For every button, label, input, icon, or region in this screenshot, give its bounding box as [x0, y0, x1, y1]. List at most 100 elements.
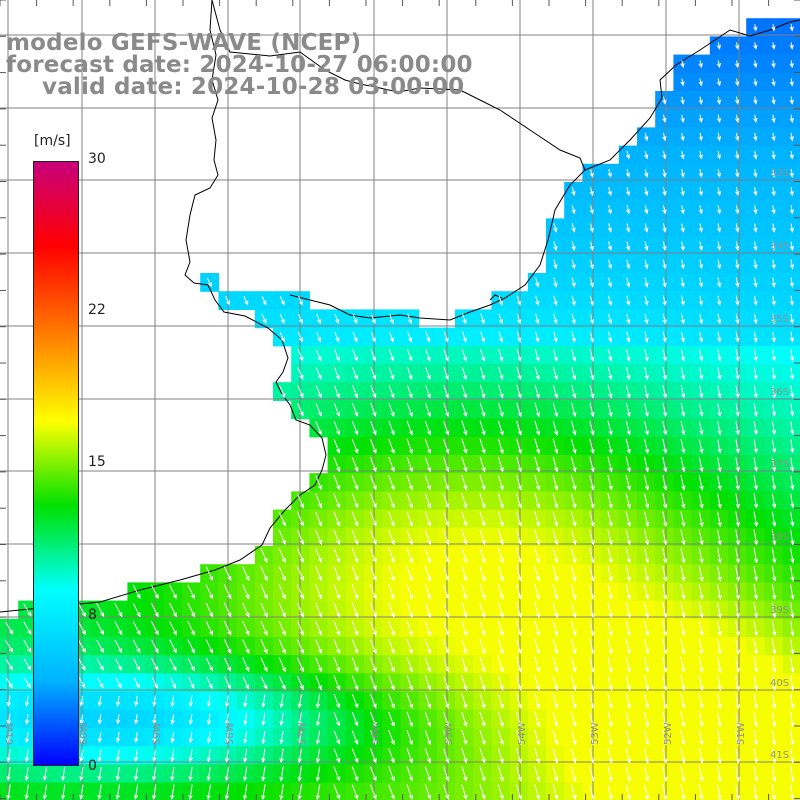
- wind-arrow-head: [26, 665, 32, 671]
- wind-arrow-shaft: [406, 529, 413, 545]
- wind-arrow-head: [463, 722, 468, 728]
- wind-arrow-head: [390, 667, 395, 673]
- wind-arrow: [680, 114, 685, 123]
- wind-arrow: [333, 385, 340, 399]
- wind-arrow: [753, 367, 758, 381]
- wind-arrow-head: [335, 337, 340, 343]
- wind-arrow-head: [681, 485, 686, 491]
- wind-arrow-head: [753, 282, 758, 288]
- wind-arrow-head: [753, 448, 758, 454]
- wind-arrow-shaft: [443, 620, 449, 636]
- wind-arrow-head: [297, 758, 302, 764]
- wind-arrow: [589, 295, 594, 306]
- wind-arrow: [753, 457, 759, 472]
- wind-arrow-shaft: [552, 547, 558, 563]
- wind-arrow-shaft: [296, 548, 304, 563]
- wind-arrow: [516, 766, 522, 782]
- wind-arrow-head: [172, 612, 177, 618]
- wind-arrow-shaft: [461, 657, 467, 672]
- wind-arrow: [443, 493, 450, 509]
- wind-arrow-head: [517, 356, 522, 362]
- wind-arrow-shaft: [388, 367, 394, 380]
- wind-arrow: [461, 493, 468, 509]
- wind-arrow-head: [372, 503, 377, 509]
- wind-arrow: [388, 766, 395, 782]
- wind-arrow-shaft: [552, 529, 558, 545]
- wind-arrow: [223, 620, 232, 636]
- wind-arrow: [589, 675, 595, 691]
- wind-arrow: [225, 295, 230, 306]
- wind-arrow-head: [554, 430, 559, 436]
- wind-arrow-head: [281, 521, 286, 527]
- wind-arrow: [187, 676, 195, 689]
- wind-arrow-head: [81, 648, 86, 653]
- wind-arrow: [589, 420, 595, 436]
- wind-arrow: [115, 695, 121, 707]
- wind-arrow: [735, 187, 740, 197]
- wind-arrow-head: [680, 81, 685, 87]
- wind-arrow-head: [626, 558, 631, 564]
- wind-arrow-head: [698, 209, 703, 215]
- wind-arrow: [570, 602, 577, 618]
- wind-arrow-shaft: [790, 547, 794, 563]
- wind-arrow-shaft: [351, 584, 359, 599]
- wind-arrow: [753, 529, 759, 546]
- wind-arrow: [680, 547, 686, 564]
- wind-arrow-shaft: [771, 529, 776, 545]
- wind-arrow-shaft: [772, 150, 775, 159]
- wind-arrow-head: [571, 190, 576, 197]
- wind-arrow-head: [753, 374, 758, 381]
- wind-arrow-head: [698, 319, 704, 325]
- wind-arrow: [625, 187, 631, 197]
- wind-arrow: [698, 259, 704, 270]
- wind-arrow: [644, 438, 650, 455]
- wind-arrow-shaft: [589, 402, 594, 417]
- wind-arrow: [753, 277, 758, 288]
- wind-arrow-shaft: [626, 187, 630, 196]
- wind-arrow-shaft: [534, 402, 540, 417]
- wind-arrow-head: [571, 356, 577, 362]
- wind-arrow-shaft: [351, 493, 359, 508]
- wind-arrow-shaft: [516, 402, 522, 417]
- wind-arrow-head: [644, 485, 650, 491]
- wind-arrow-head: [717, 758, 722, 764]
- wind-arrow-head: [389, 337, 394, 343]
- wind-arrow-head: [753, 172, 758, 178]
- wind-arrow-shaft: [132, 584, 141, 599]
- wind-arrow-head: [608, 649, 613, 655]
- wind-arrow-shaft: [662, 729, 667, 745]
- wind-arrow-head: [734, 136, 740, 142]
- wind-arrow: [23, 621, 32, 635]
- wind-arrow-head: [735, 319, 740, 325]
- wind-arrow-shaft: [298, 730, 302, 744]
- wind-arrow: [351, 529, 359, 545]
- wind-arrow: [315, 639, 323, 655]
- wind-arrow: [315, 511, 323, 527]
- wind-arrow-head: [354, 576, 359, 582]
- wind-arrow: [205, 639, 213, 654]
- wind-arrow-shaft: [406, 493, 413, 508]
- wind-arrow-head: [626, 485, 631, 491]
- wind-arrow-head: [188, 776, 193, 782]
- wind-arrow-shaft: [717, 277, 721, 287]
- wind-arrow-head: [644, 776, 650, 782]
- wind-arrow-head: [372, 667, 377, 673]
- wind-arrow-head: [335, 319, 340, 325]
- wind-arrow-shaft: [406, 511, 413, 526]
- wind-arrow-head: [753, 393, 758, 399]
- wind-arrow-head: [753, 558, 759, 564]
- wind-arrow-head: [480, 337, 485, 343]
- wind-arrow-head: [481, 576, 486, 582]
- wind-arrow-shaft: [699, 313, 703, 324]
- wind-arrow-head: [408, 503, 413, 509]
- wind-arrow-shaft: [424, 711, 431, 727]
- wind-arrow: [443, 566, 450, 582]
- wind-arrow-shaft: [680, 638, 685, 654]
- wind-arrow-head: [445, 503, 450, 509]
- wind-arrow: [680, 729, 686, 746]
- wind-arrow: [170, 695, 175, 708]
- wind-arrow-shaft: [25, 749, 29, 762]
- wind-arrow: [315, 620, 323, 636]
- wind-arrow-shaft: [698, 493, 703, 508]
- wind-arrow-shaft: [462, 331, 467, 342]
